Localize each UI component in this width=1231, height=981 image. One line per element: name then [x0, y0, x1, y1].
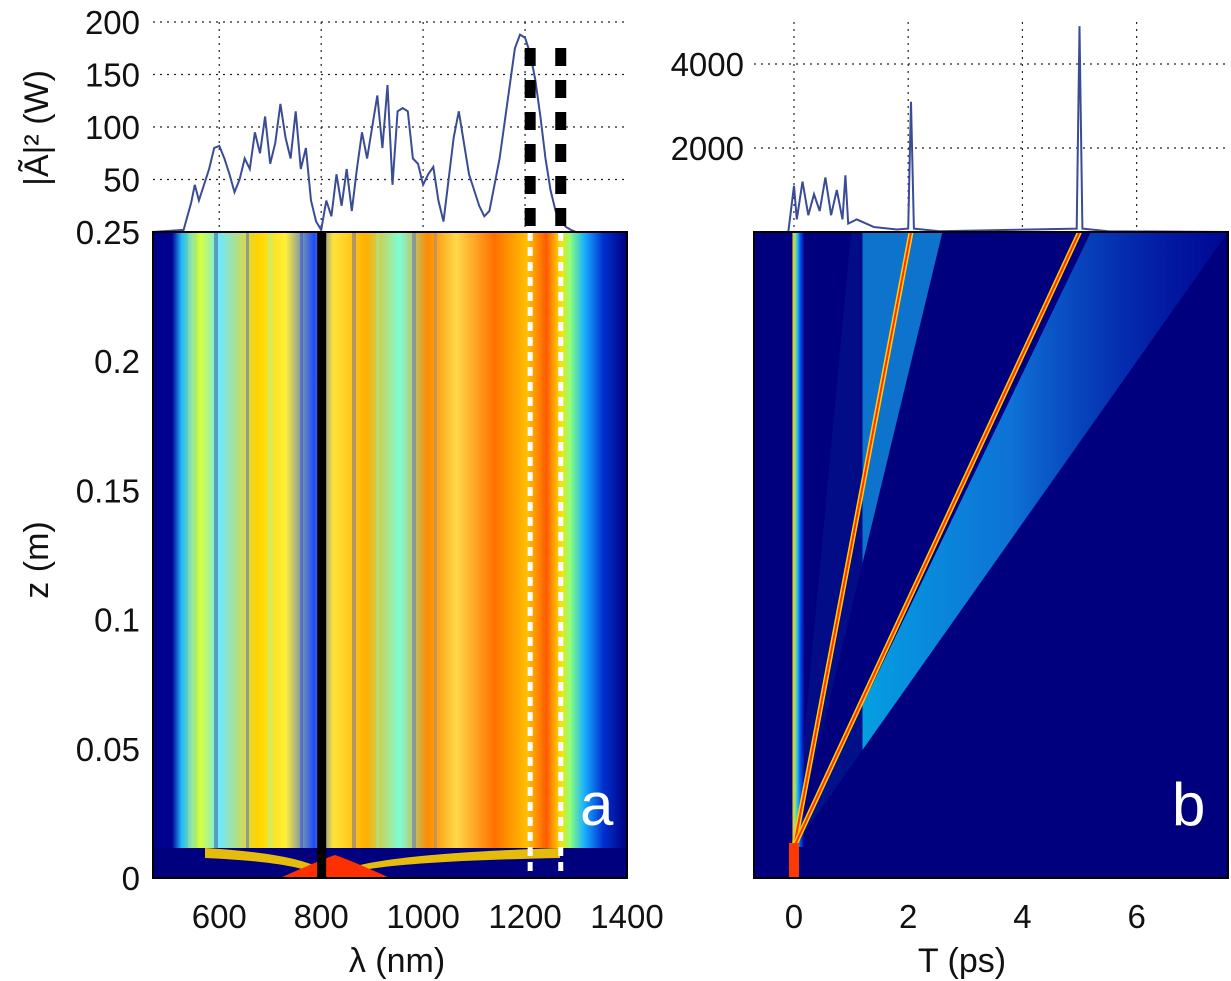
heatmap-a-y-tick-labels: 0 0.05 0.1 0.15 0.2 0.25 [76, 214, 140, 897]
spectrum-y-tick-label: 100 [85, 109, 140, 146]
heatmap-a-y-tick-label: 0.2 [94, 343, 140, 380]
heatmap-a-x-tick-label: 800 [294, 898, 349, 935]
soliton-trajectory-core-1 [792, 231, 913, 848]
heatmap-b-frame [753, 231, 1229, 879]
temporal-y-tick-labels: 4000 2000 [671, 46, 744, 167]
heatmap-b-x-tick-label: 4 [1013, 898, 1031, 935]
heatmap-b-x-tick-label: 2 [899, 898, 917, 935]
temporal-evolution-heatmap: b 0 2 4 6 T (ps) [753, 230, 1229, 980]
heatmap-a-x-axis-label: λ (nm) [349, 942, 445, 980]
temporal-grid [754, 22, 1228, 232]
heatmap-b-x-axis-label: T (ps) [918, 942, 1006, 980]
spectrum-y-axis-label: |Ã|² (W) [18, 70, 56, 186]
panel-label-b: b [1172, 771, 1205, 838]
temporal-series-line [754, 26, 1229, 233]
panel-label-a: a [580, 771, 614, 838]
heatmap-a-y-tick-label: 0.1 [94, 602, 140, 639]
spectrum-plot: 200 150 100 50 |Ã|² (W) [18, 4, 627, 233]
soliton-trajectory-core-2 [793, 231, 1081, 848]
heatmap-a-filter-dashed-lines [527, 232, 564, 878]
heatmap-a-x-tick-label: 1200 [488, 898, 561, 935]
heatmap-a-y-tick-label: 0.05 [76, 731, 140, 768]
heatmap-a-x-tick-label: 1000 [386, 898, 459, 935]
heatmap-b-dispersive-cone [793, 232, 1228, 847]
heatmap-a-x-tick-label: 600 [192, 898, 247, 935]
spectrum-y-tick-labels: 200 150 100 50 [85, 4, 140, 199]
heatmap-b-x-tick-labels: 0 2 4 6 [785, 898, 1146, 935]
heatmap-a-x-tick-labels: 600 800 1000 1200 1400 [192, 898, 664, 935]
heatmap-b-features [787, 230, 1228, 878]
temporal-plot: 4000 2000 [671, 22, 1229, 233]
heatmap-a-y-tick-label: 0 [122, 860, 140, 897]
heatmap-b-dispersive-cone-narrow [793, 232, 943, 847]
heatmap-b-x-tick-label: 6 [1127, 898, 1145, 935]
spectrum-series-line [152, 33, 627, 233]
heatmap-b-x-tick-label: 0 [785, 898, 803, 935]
heatmap-a-pump-burst [205, 848, 560, 878]
spectral-evolution-heatmap: a 600 800 1000 1200 1400 0 0.05 0.1 0.15 0.2 0.25… [18, 214, 664, 980]
heatmap-a-background [153, 232, 627, 878]
spectrum-y-tick-label: 200 [85, 4, 140, 41]
zero-dispersion-black-line [317, 232, 327, 878]
heatmap-a-y-axis-label: z (m) [18, 521, 56, 598]
heatmap-a-y-tick-label: 0.15 [76, 472, 140, 509]
spectrum-y-tick-label: 150 [85, 57, 140, 94]
spectrum-y-tick-label: 50 [103, 162, 140, 199]
heatmap-a-texture [188, 232, 437, 852]
heatmap-a-frame [152, 231, 628, 879]
temporal-y-tick-label: 4000 [671, 46, 744, 83]
input-pulse-spot [788, 842, 799, 878]
heatmap-a-y-tick-label: 0.25 [76, 214, 140, 251]
heatmap-a-x-tick-label: 1400 [590, 898, 663, 935]
heatmap-a-pump-core [280, 855, 390, 878]
temporal-y-tick-label: 2000 [671, 130, 744, 167]
